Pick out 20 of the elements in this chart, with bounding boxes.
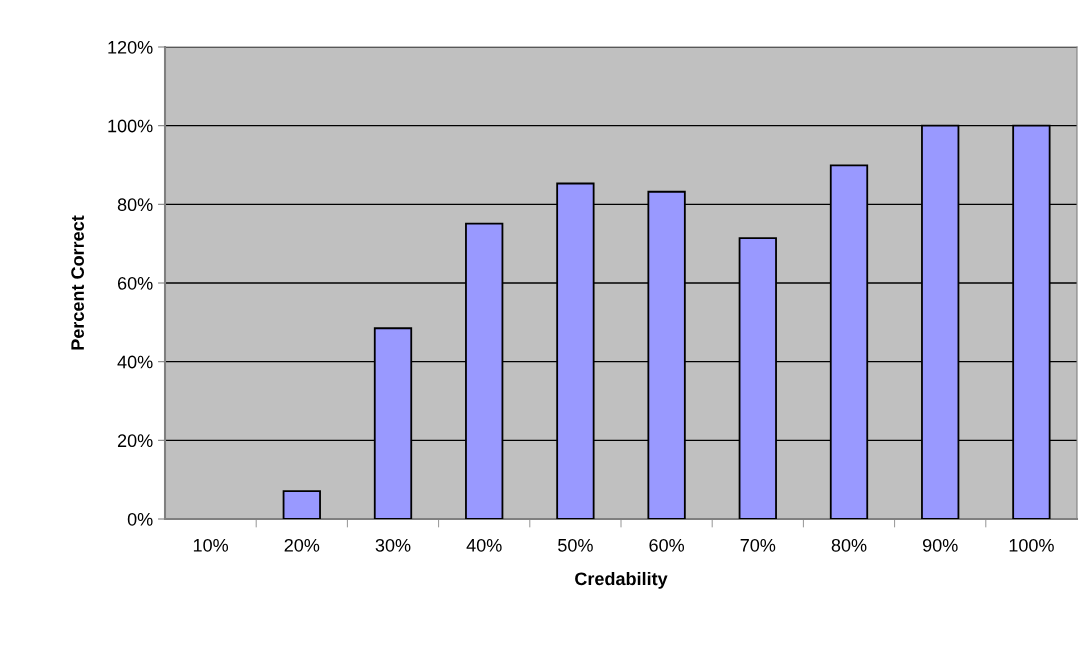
x-tick-label: 70% (740, 538, 776, 552)
x-axis-title: Credability (575, 571, 668, 589)
x-tick-label: 40% (466, 538, 502, 552)
x-tick-label: 60% (649, 538, 685, 552)
bar (282, 490, 321, 519)
y-tick-label: 60% (117, 276, 153, 290)
y-tick-label: 40% (117, 355, 153, 369)
x-tick-label: 20% (284, 538, 320, 552)
y-tick-label: 80% (117, 198, 153, 212)
y-tick-label: 0% (127, 512, 153, 526)
x-tick-label: 80% (831, 538, 867, 552)
y-axis-title: Percent Correct (71, 215, 84, 350)
x-tick-label: 10% (193, 538, 229, 552)
y-tick-label: 100% (108, 119, 153, 133)
x-tick-label: 90% (922, 538, 958, 552)
y-tick-label: 120% (108, 40, 153, 54)
x-tick-label: 50% (558, 538, 593, 552)
x-tick-label: 100% (1009, 538, 1054, 552)
x-tick-label: 30% (375, 538, 411, 552)
y-tick-label: 20% (117, 434, 153, 448)
